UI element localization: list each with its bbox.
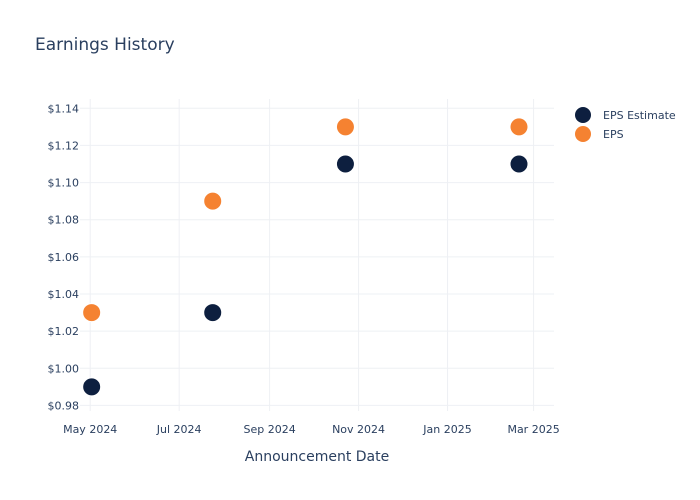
y-tick-label: $1.08 [48, 214, 80, 227]
legend-marker-eps[interactable] [575, 126, 591, 142]
x-tick-label: Jul 2024 [156, 423, 202, 436]
eps-point[interactable] [203, 191, 223, 211]
legend-marker-eps-estimate[interactable] [575, 107, 591, 123]
x-tick-label: Jan 2025 [422, 423, 471, 436]
eps-estimate-point[interactable] [203, 303, 223, 323]
y-tick-label: $1.14 [48, 102, 80, 115]
points-layer [82, 117, 529, 397]
x-tick-label: Mar 2025 [507, 423, 559, 436]
eps-point[interactable] [335, 117, 355, 137]
legend[interactable]: EPS Estimate EPS [575, 107, 676, 142]
x-axis-title: Announcement Date [245, 449, 389, 465]
ticks-layer: $0.98 $1.00 $1.02 $1.04 $1.06 $1.08 $1.10 $1.12… [48, 102, 560, 436]
grid-layer [80, 99, 554, 411]
x-tick-label: May 2024 [63, 423, 117, 436]
x-tick-label: Nov 2024 [332, 423, 385, 436]
eps-estimate-point[interactable] [335, 154, 355, 174]
y-tick-label: $1.06 [48, 251, 80, 264]
y-tick-label: $1.12 [48, 139, 80, 152]
y-tick-label: $1.02 [48, 325, 80, 338]
y-tick-label: $1.04 [48, 288, 80, 301]
y-tick-label: $1.10 [48, 177, 80, 190]
legend-label-eps-estimate[interactable]: EPS Estimate [603, 109, 676, 122]
y-tick-label: $0.98 [48, 399, 80, 412]
x-tick-label: Sep 2024 [243, 423, 295, 436]
y-tick-label: $1.00 [48, 362, 80, 375]
eps-estimate-point[interactable] [509, 154, 529, 174]
eps-point[interactable] [509, 117, 529, 137]
eps-estimate-point[interactable] [82, 377, 102, 397]
legend-label-eps[interactable]: EPS [603, 128, 624, 141]
chart-title: Earnings History [35, 35, 175, 55]
eps-point[interactable] [82, 303, 102, 323]
